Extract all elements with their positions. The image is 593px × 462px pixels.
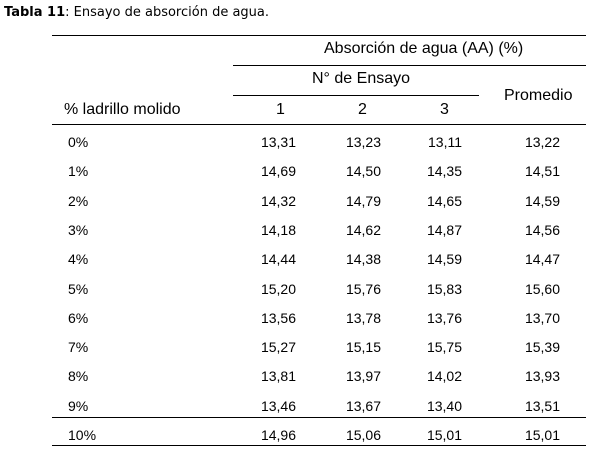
table-caption: Tabla 11: Ensayo de absorción de agua. (4, 5, 269, 20)
trial-2-value: 13,23 (345, 134, 381, 150)
row-header: % ladrillo molido (64, 101, 181, 118)
row-label: 7% (68, 339, 89, 356)
trial-1-value: 14,69 (260, 163, 296, 180)
average-value: 15,60 (524, 280, 560, 297)
trial-3-value: 14,87 (426, 221, 462, 238)
top-rule (52, 35, 586, 36)
subgroup-header: N° de Ensayo (312, 70, 411, 87)
row-label: 0% (68, 134, 89, 150)
group-header: Absorción de agua (AA) (%) (324, 40, 524, 57)
average-value: 13,51 (524, 397, 560, 414)
average-value: 15,39 (524, 339, 560, 356)
trial-1-value: 13,81 (260, 368, 296, 385)
average-value: 14,56 (524, 221, 560, 238)
average-header: Promedio (504, 87, 573, 104)
trial-3-value: 15,75 (426, 339, 462, 356)
trial-2-value: 14,62 (345, 221, 381, 238)
trial-1-value: 14,44 (260, 251, 296, 268)
trial-2-value: 14,50 (345, 163, 381, 180)
row-label: 2% (68, 192, 89, 209)
trial-2-value: 15,06 (345, 427, 381, 443)
trial-3-value: 14,35 (426, 163, 462, 180)
column-header-1: 1 (276, 101, 285, 118)
row-label: 10% (68, 427, 97, 443)
trial-3-value: 14,02 (426, 368, 462, 385)
table-number: Tabla 11 (4, 5, 66, 20)
trial-3-value: 13,11 (428, 134, 462, 150)
trial-2-value: 15,76 (345, 280, 381, 297)
average-value: 13,22 (524, 134, 560, 150)
average-value: 13,93 (524, 368, 560, 385)
average-value: 14,51 (524, 163, 560, 180)
row-label: 3% (68, 221, 89, 238)
trial-3-value: 15,01 (426, 427, 462, 443)
trial-2-value: 14,79 (345, 192, 381, 209)
trial-2-value: 13,97 (345, 368, 381, 385)
column-header-2: 2 (358, 101, 367, 118)
trial-1-value: 14,96 (260, 427, 296, 443)
row-label: 1% (68, 163, 89, 180)
column-header-3: 3 (440, 101, 449, 118)
trial-3-value: 13,40 (426, 397, 462, 414)
trial-1-value: 14,18 (260, 221, 296, 238)
group-rule (233, 65, 586, 66)
trial-1-value: 15,27 (260, 339, 296, 356)
trial-2-value: 13,67 (345, 397, 381, 414)
average-value: 14,59 (524, 192, 560, 209)
row-label: 6% (68, 309, 89, 326)
trial-1-value: 15,20 (260, 280, 296, 297)
bottom-rule (52, 445, 586, 446)
row-label: 4% (68, 251, 89, 268)
row-label: 9% (68, 397, 89, 414)
average-value: 14,47 (524, 251, 560, 268)
trial-2-value: 13,78 (345, 309, 381, 326)
header-bottom-rule (52, 124, 586, 125)
trial-3-value: 15,83 (426, 280, 462, 297)
trial-2-value: 14,38 (345, 251, 381, 268)
trial-3-value: 13,76 (426, 309, 462, 326)
trial-3-value: 14,65 (426, 192, 462, 209)
trial-1-value: 13,31 (260, 134, 296, 150)
trial-2-value: 15,15 (345, 339, 381, 356)
row-label: 8% (68, 368, 89, 385)
row-label: 5% (68, 280, 89, 297)
trial-1-value: 13,46 (260, 397, 296, 414)
table-title: : Ensayo de absorción de agua. (65, 5, 270, 20)
average-value: 13,70 (524, 309, 560, 326)
average-value: 15,01 (524, 427, 560, 443)
trial-1-value: 14,32 (260, 192, 296, 209)
subgroup-rule (233, 95, 479, 96)
trial-3-value: 14,59 (426, 251, 462, 268)
row-divider (52, 417, 586, 418)
trial-1-value: 13,56 (260, 309, 296, 326)
